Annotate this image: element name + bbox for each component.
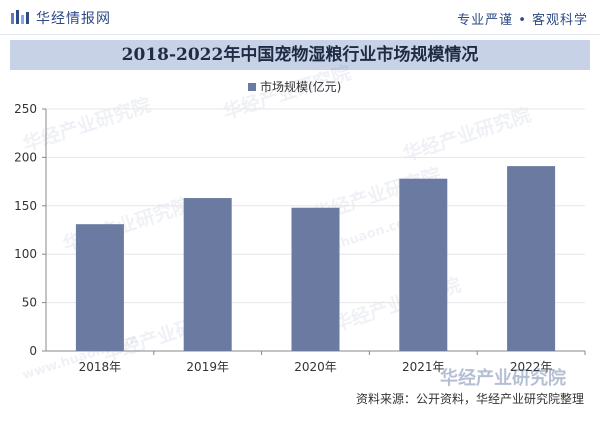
y-tick-label: 50 <box>22 296 37 310</box>
y-tick-label: 200 <box>14 150 37 164</box>
bar <box>75 224 124 351</box>
top-header: 华经情报网 专业严谨 • 客观科学 <box>0 0 600 35</box>
brand-tagline: 专业严谨 • 客观科学 <box>457 13 588 28</box>
chart-title: 2018-2022年中国宠物湿粮行业市场规模情况 <box>121 45 479 65</box>
bar <box>507 166 556 351</box>
bar <box>291 207 340 351</box>
legend-label: 市场规模(亿元) <box>260 79 341 94</box>
x-tick-label: 2021年 <box>402 360 445 374</box>
x-tick-label: 2019年 <box>186 360 229 374</box>
watermark-logo-text: 华经产业研究院 <box>440 368 566 389</box>
legend-swatch <box>248 83 256 91</box>
bar <box>399 178 448 351</box>
y-tick-label: 150 <box>14 199 37 213</box>
bar <box>183 198 232 351</box>
source-note: 资料来源：公开资料，华经产业研究院整理 <box>355 392 584 406</box>
brand-name: 华经情报网 <box>36 11 111 27</box>
brand-logo-icon <box>11 10 29 24</box>
y-tick-label: 250 <box>14 102 37 116</box>
x-tick-label: 2018年 <box>79 360 122 374</box>
y-tick-label: 100 <box>14 247 37 261</box>
x-tick-label: 2020年 <box>294 360 337 374</box>
y-tick-label: 0 <box>29 344 37 358</box>
x-tick-label: 2022年 <box>510 360 553 374</box>
chart-title-bar: 2018-2022年中国宠物湿粮行业市场规模情况 <box>10 40 590 70</box>
